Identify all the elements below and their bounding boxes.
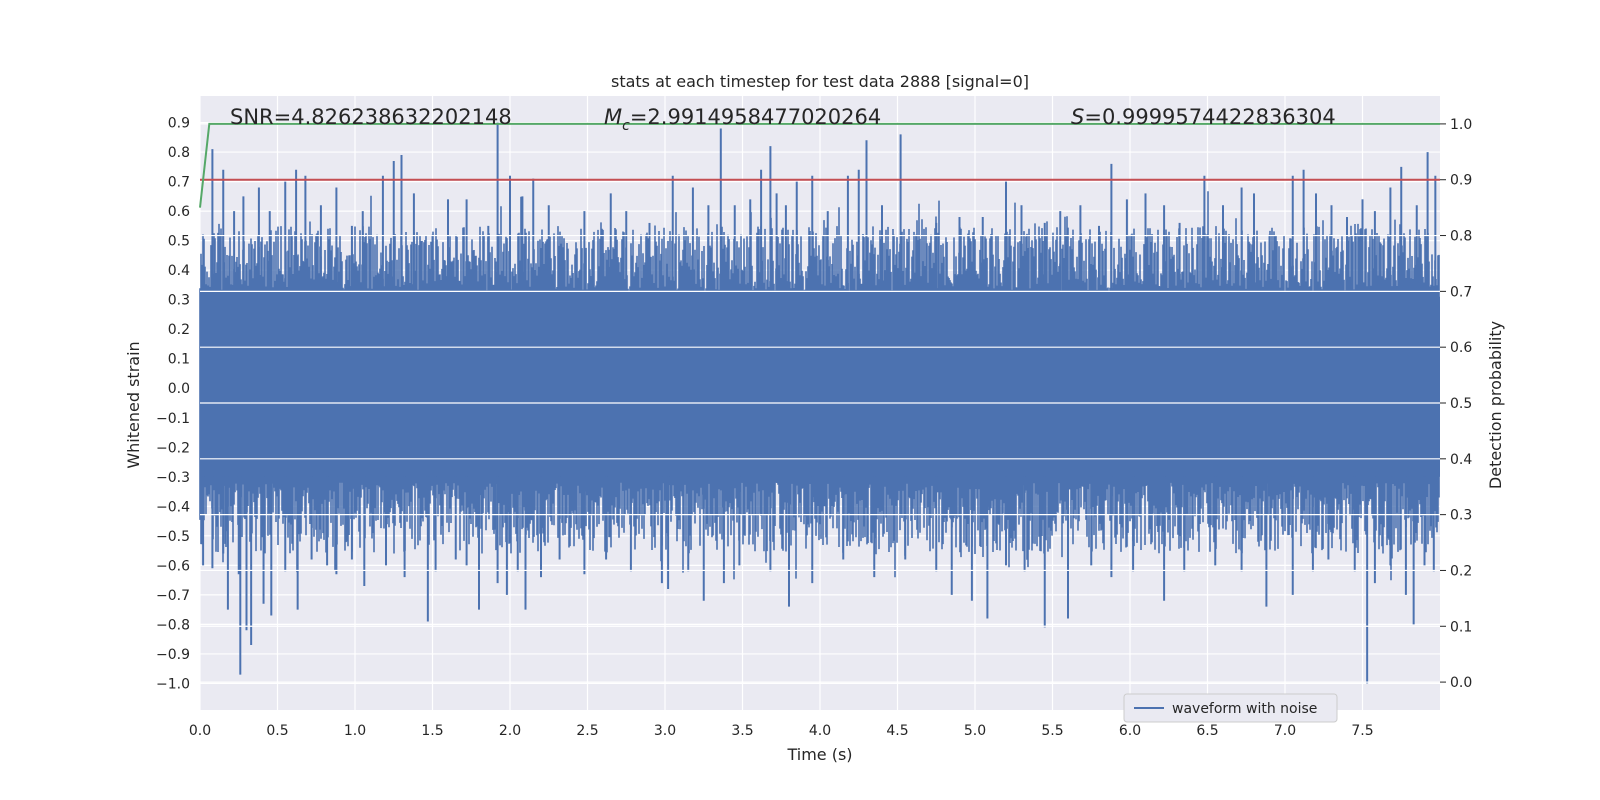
y-right-tick-label: 0.5 <box>1450 396 1472 412</box>
x-tick-label: 3.5 <box>731 723 753 739</box>
y-right-tick-label: 0.2 <box>1450 563 1472 579</box>
y-axis-right-title: Detection probability <box>1486 321 1505 489</box>
x-tick-label: 5.5 <box>1041 723 1063 739</box>
y-left-tick-label: 0.2 <box>168 322 190 338</box>
y-left-tick-label: 0.5 <box>168 234 190 250</box>
x-tick-label: 3.0 <box>654 723 676 739</box>
y-axis-left-ticks: 0.9 0.8 0.7 0.6 0.5 0.4 0.3 0.2 0.1 0.0 −0.1 −0.2 −0… <box>156 116 190 693</box>
x-tick-label: 0.5 <box>266 723 288 739</box>
y-left-tick-label: −0.6 <box>156 558 190 574</box>
x-axis-title: Time (s) <box>786 745 852 764</box>
y-right-tick-label: 0.3 <box>1450 508 1472 524</box>
x-tick-label: 7.5 <box>1351 723 1373 739</box>
x-tick-label: 5.0 <box>964 723 986 739</box>
x-tick-label: 4.5 <box>886 723 908 739</box>
y-right-tick-label: 0.6 <box>1450 340 1472 356</box>
score-annotation: S=0.9999574422836304 <box>1071 105 1336 129</box>
waveform-series <box>199 122 1440 684</box>
y-left-tick-label: 0.8 <box>168 145 190 161</box>
mc-value: =2.9914958477020264 <box>630 105 881 129</box>
y-left-tick-label: −0.5 <box>156 529 190 545</box>
x-tick-label: 1.5 <box>421 723 443 739</box>
y-right-tick-label: 0.1 <box>1450 619 1472 635</box>
y-left-tick-label: 0.4 <box>168 263 190 279</box>
probability-lines <box>199 122 1440 208</box>
y-left-tick-label: 0.7 <box>168 175 190 191</box>
x-tick-label: 2.0 <box>499 723 521 739</box>
y-left-tick-label: −0.4 <box>156 499 190 515</box>
y-left-tick-label: −0.7 <box>156 588 190 604</box>
y-right-tick-label: 0.9 <box>1450 173 1472 189</box>
y-right-tick-label: 0.7 <box>1450 284 1472 300</box>
y-right-tick-label: 0.4 <box>1450 452 1472 468</box>
waveform-dense-band <box>200 296 1440 477</box>
x-tick-label: 6.5 <box>1196 723 1218 739</box>
y-axis-right-ticks: 1.0 0.9 0.8 0.7 0.6 0.5 0.4 0.3 0.2 0.1 0.0 <box>1440 117 1472 691</box>
x-tick-label: 6.0 <box>1119 723 1141 739</box>
y-left-tick-label: −0.2 <box>156 440 190 456</box>
x-tick-label: 1.0 <box>344 723 366 739</box>
y-left-tick-label: 0.0 <box>168 381 190 397</box>
snr-annotation: SNR=4.826238632202148 <box>230 105 512 129</box>
s-value: =0.9999574422836304 <box>1084 105 1335 129</box>
y-left-tick-label: 0.6 <box>168 204 190 220</box>
legend-label-waveform: waveform with noise <box>1172 701 1317 717</box>
legend-box <box>1123 693 1338 723</box>
y-left-tick-label: −1.0 <box>156 676 190 692</box>
y-left-tick-label: −0.3 <box>156 470 190 486</box>
mc-subscript: c <box>622 118 630 134</box>
chart-title: stats at each timestep for test data 288… <box>611 72 1029 91</box>
y-left-tick-label: −0.1 <box>156 411 190 427</box>
y-right-tick-label: 1.0 <box>1450 117 1472 133</box>
chirp-mass-annotation: Mc=2.9914958477020264 <box>604 105 881 134</box>
detection-probability-line <box>199 122 1440 208</box>
s-symbol: S <box>1071 105 1084 129</box>
mc-symbol: M <box>604 105 622 129</box>
y-left-tick-label: 0.9 <box>168 116 190 132</box>
y-left-tick-label: −0.9 <box>156 647 190 663</box>
y-right-tick-label: 0.0 <box>1450 675 1472 691</box>
x-tick-label: 2.5 <box>576 723 598 739</box>
right-grid <box>200 123 1440 683</box>
y-left-tick-label: −0.8 <box>156 617 190 633</box>
y-axis-left-title: Whitened strain <box>124 341 143 468</box>
y-right-tick-label: 0.8 <box>1450 229 1472 245</box>
x-axis-ticks: 0.0 0.5 1.0 1.5 2.0 2.5 3.0 3.5 4.0 4.5 5.0 5.5 6.0 6… <box>189 723 1374 739</box>
legend: waveform with noise <box>1123 693 1338 723</box>
y-left-tick-label: 0.3 <box>168 293 190 309</box>
x-tick-label: 4.0 <box>809 723 831 739</box>
x-tick-label: 0.0 <box>189 723 211 739</box>
x-tick-label: 7.0 <box>1274 723 1296 739</box>
y-left-tick-label: 0.1 <box>168 352 190 368</box>
